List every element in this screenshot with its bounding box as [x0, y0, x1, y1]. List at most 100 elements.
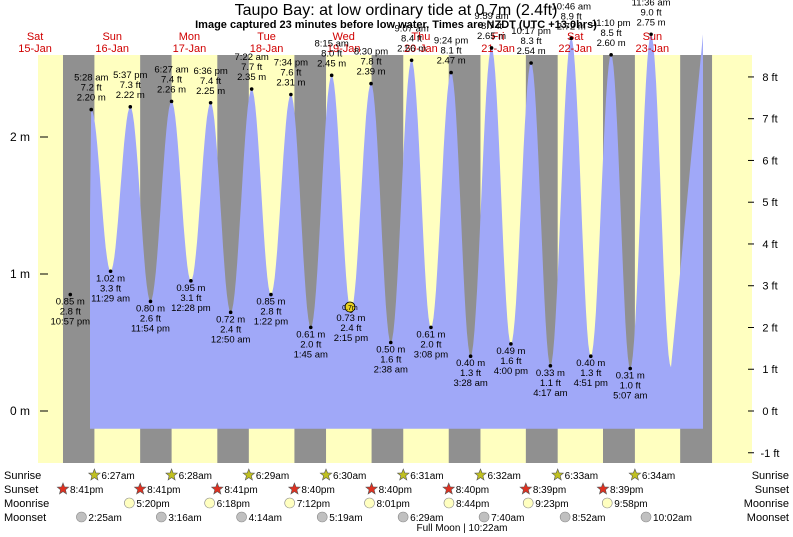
chart-subtitle: Image captured 23 minutes before low wat…: [195, 19, 597, 31]
sunrise-time: 6:33am: [565, 471, 598, 482]
y-tick-label-m: 2 m: [10, 130, 30, 144]
moonset-time: 10:02am: [653, 513, 692, 524]
y-tick-label-ft: 3 ft: [762, 281, 777, 293]
moonrise-time: 6:18pm: [217, 499, 250, 510]
sunrise-time: 6:32am: [487, 471, 520, 482]
day-label-dow: Thu: [411, 31, 430, 43]
sunset-time: 8:39pm: [610, 485, 643, 496]
moonrise-time: 8:01pm: [376, 499, 409, 510]
high-m: 2.47 m: [437, 56, 466, 67]
low-time: 11:54 pm: [131, 323, 170, 334]
extremum-point: [569, 36, 574, 41]
sunset-time: 8:40pm: [379, 485, 412, 496]
low-time: 1:22 pm: [254, 317, 288, 328]
low-time: 4:00 pm: [494, 366, 528, 377]
moonset-icon: [640, 511, 652, 523]
extremum-point: [269, 292, 273, 297]
sunrise-icon: [396, 468, 410, 481]
moonrise-icon: [601, 497, 613, 509]
high-m: 2.56 m: [397, 43, 426, 54]
sunset-time: 8:41pm: [70, 485, 103, 496]
day-label-dow: Mon: [179, 31, 200, 43]
row-label-right-sunset: Sunset: [755, 484, 789, 496]
high-m: 2.31 m: [276, 78, 305, 89]
high-ft: 7.2 ft: [81, 83, 102, 94]
low-m: 0.61 m: [296, 329, 325, 340]
sunrise-time: 6:31am: [410, 471, 443, 482]
high-ft: 8.1 ft: [441, 46, 462, 57]
sunrise-icon: [474, 468, 487, 481]
low-m: 0.50 m: [376, 345, 405, 356]
low-ft: 1.1 ft: [540, 378, 561, 389]
high-time: 9:07 am: [394, 23, 428, 34]
high-ft: 8.9 ft: [561, 11, 582, 22]
high-time: 10:17 pm: [511, 26, 551, 37]
high-m: 2.60 m: [597, 38, 626, 49]
day-label-dow: Fri: [492, 31, 505, 43]
extremum-point: [369, 81, 373, 86]
sunrise-icon: [628, 468, 642, 481]
night-band: [62, 55, 95, 463]
high-time: 9:59 am: [474, 11, 508, 22]
row-label-left-moonset: Moonset: [4, 512, 46, 524]
moonrise-time: 7:12pm: [297, 499, 330, 510]
day-label-dow: Wed: [333, 31, 355, 43]
day-label-dow: Sun: [102, 31, 122, 43]
sunset-icon: [287, 482, 301, 495]
y-tick-label-ft: 6 ft: [762, 155, 777, 167]
high-ft: 8.0 ft: [321, 48, 342, 59]
moonset-time: 3:16am: [168, 513, 201, 524]
extremum-point: [68, 292, 73, 297]
day-label-dow: Tue: [257, 31, 276, 43]
high-m: 2.45 m: [317, 58, 346, 69]
tide-area: [90, 34, 703, 429]
tide-curve: [90, 34, 703, 429]
low-ft: 3.3 ft: [100, 283, 121, 294]
high-time: 6:36 pm: [193, 66, 227, 77]
moonrise-icon: [284, 497, 296, 509]
day-label-dow: Sat: [567, 31, 584, 43]
low-ft: 2.4 ft: [340, 323, 361, 334]
low-ft: 2.0 ft: [300, 339, 321, 350]
extremum-point: [409, 58, 414, 63]
high-time: 7:34 pm: [274, 58, 308, 69]
low-ft: 1.0 ft: [620, 381, 641, 392]
moonrise-icon: [124, 497, 135, 509]
low-ft: 2.8 ft: [60, 307, 81, 318]
row-label-left-sunrise: Sunrise: [4, 470, 41, 482]
high-ft: 8.3 ft: [521, 36, 542, 47]
day-label-date: 20-Jan: [404, 43, 438, 55]
extremum-point: [329, 73, 334, 78]
low-m: 0.61 m: [416, 329, 445, 340]
sunrise-icon: [165, 468, 179, 481]
high-ft: 7.4 ft: [161, 74, 182, 85]
low-ft: 2.6 ft: [140, 313, 161, 324]
high-ft: 8.7 ft: [481, 21, 502, 32]
low-m: 0.31 m: [616, 371, 645, 382]
extremum-point: [249, 87, 254, 91]
astronomy-table: Sunrise Sunrise Sunset Sunset Moonrise Moonri…: [4, 468, 789, 524]
sunset-time: 8:40pm: [456, 485, 489, 496]
sunrise-time: 6:34am: [642, 471, 675, 482]
extremum-point: [289, 92, 293, 97]
moonset-time: 7:40am: [491, 513, 524, 524]
moonset-time: 2:25am: [88, 513, 121, 524]
y-tick-label-ft: 2 ft: [762, 322, 777, 334]
current-level-label: 0.7m: [342, 305, 358, 312]
low-time: 5:07 am: [613, 391, 647, 402]
extremum-point: [468, 354, 473, 359]
y-tick-label-ft: 5 ft: [762, 197, 777, 209]
low-ft: 1.3 ft: [580, 368, 601, 379]
y-tick-label-ft: 4 ft: [762, 239, 777, 251]
moonset-icon: [156, 511, 167, 523]
sunset-icon: [442, 482, 456, 495]
sunrise-time: 6:28am: [179, 471, 212, 482]
sunset-icon: [133, 482, 147, 495]
day-label-date: 15-Jan: [18, 43, 52, 55]
y-tick-label-ft: 7 ft: [762, 114, 777, 126]
high-time: 6:27 am: [154, 64, 188, 75]
sunset-time: 8:40pm: [301, 485, 334, 496]
extremum-point: [489, 46, 494, 50]
high-ft: 7.8 ft: [360, 57, 381, 68]
high-time: 11:36 am: [632, 0, 671, 8]
